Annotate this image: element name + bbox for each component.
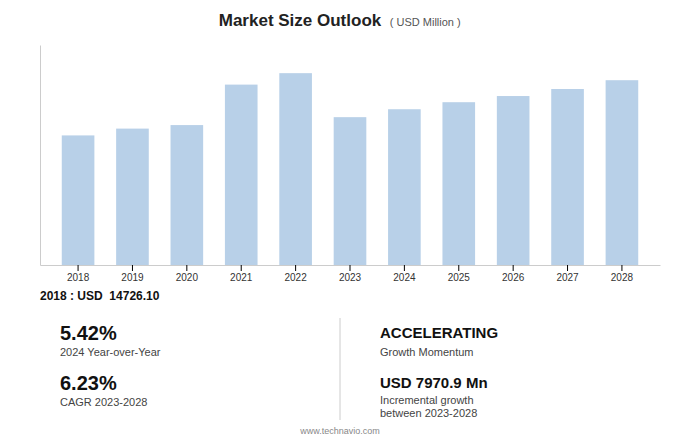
- x-tick-mark: [295, 265, 296, 271]
- bar: [551, 89, 584, 265]
- x-tick: 2020: [176, 265, 199, 283]
- x-tick-mark: [186, 265, 187, 271]
- x-tick-mark: [567, 265, 568, 271]
- bar: [279, 73, 312, 265]
- x-tick-label: 2019: [121, 272, 144, 283]
- bar: [225, 85, 258, 265]
- annotation: 5.42%: [60, 322, 117, 344]
- y-axis-line: [40, 46, 41, 266]
- x-tick-mark: [78, 265, 79, 271]
- annotation: 2024 Year-over-Year: [60, 346, 161, 358]
- x-tick: 2027: [556, 265, 579, 283]
- x-tick-mark: [350, 265, 351, 271]
- x-tick: 2021: [230, 265, 253, 283]
- annotation: USD 7970.9 Mn: [380, 374, 488, 391]
- x-tick-label: 2021: [230, 272, 253, 283]
- x-tick-label: 2027: [556, 272, 579, 283]
- annotation: 2018 : USD 14726.10: [40, 289, 160, 303]
- x-tick-mark: [458, 265, 459, 271]
- divider: [340, 318, 341, 420]
- x-tick: 2024: [393, 265, 416, 283]
- bar: [116, 129, 149, 265]
- annotation: ACCELERATING: [380, 324, 498, 341]
- x-tick: 2028: [611, 265, 634, 283]
- x-tick-label: 2028: [611, 272, 634, 283]
- annotation: CAGR 2023-2028: [60, 396, 147, 408]
- bar: [334, 117, 367, 265]
- plot: 2018 2019 2020 2021 2022 2023 2024 2025 2026 2027…: [41, 46, 661, 284]
- subtitle: ( USD Million ): [390, 16, 461, 28]
- bar: [497, 96, 530, 265]
- annotation: Incremental growthbetween 2023-2028: [380, 394, 477, 419]
- bar: [171, 125, 204, 265]
- bars: [62, 73, 638, 265]
- x-tick: 2023: [339, 265, 362, 283]
- x-tick-mark: [132, 265, 133, 271]
- bar: [606, 80, 639, 265]
- y-axis: [40, 46, 41, 266]
- annotation: 6.23%: [60, 372, 117, 394]
- x-tick: 2022: [284, 265, 307, 283]
- x-tick: 2026: [502, 265, 525, 283]
- annotation: www.technavio.com: [299, 426, 380, 436]
- x-tick: 2025: [448, 265, 471, 283]
- x-tick-label: 2022: [284, 272, 307, 283]
- chart: Market Size Outlook( USD Million )201820…: [0, 0, 680, 440]
- x-tick-label: 2025: [448, 272, 471, 283]
- x-tick: 2019: [121, 265, 144, 283]
- x-tick-label: 2018: [67, 272, 90, 283]
- bar: [442, 102, 475, 265]
- x-tick-label: 2024: [393, 272, 416, 283]
- x-tick-mark: [621, 265, 622, 271]
- annotation: Growth Momentum: [380, 346, 474, 358]
- title: Market Size Outlook: [219, 11, 382, 30]
- x-tick-label: 2026: [502, 272, 525, 283]
- bar: [388, 109, 421, 265]
- x-tick-mark: [404, 265, 405, 271]
- x-tick-mark: [241, 265, 242, 271]
- bar: [62, 135, 95, 265]
- x-tick-label: 2020: [176, 272, 199, 283]
- x-tick: 2018: [67, 265, 90, 283]
- x-axis: 2018 2019 2020 2021 2022 2023 2024 2025 2026 2027…: [41, 265, 661, 283]
- x-tick-mark: [513, 265, 514, 271]
- x-tick-label: 2023: [339, 272, 362, 283]
